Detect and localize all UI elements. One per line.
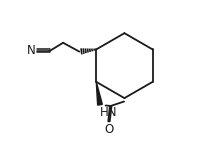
Text: N: N — [27, 44, 36, 57]
Polygon shape — [96, 82, 102, 105]
Text: O: O — [104, 123, 114, 136]
Text: HN: HN — [100, 106, 117, 119]
